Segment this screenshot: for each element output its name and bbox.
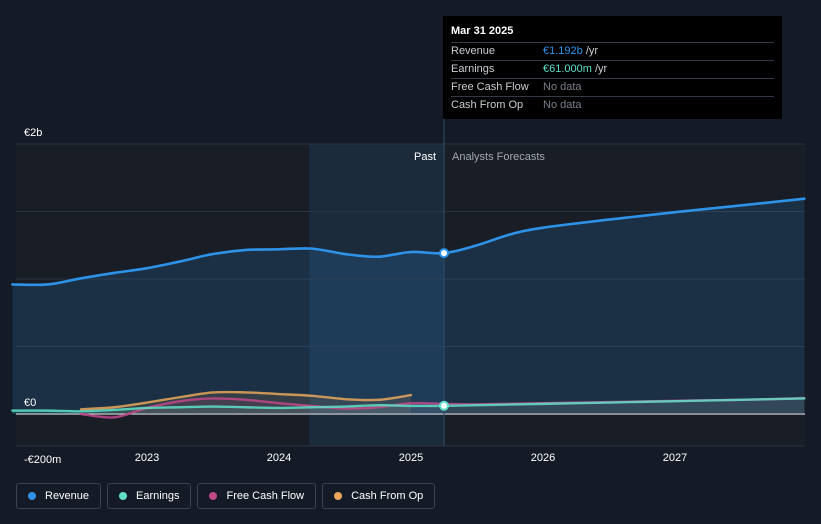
tooltip-value-wrap: €1.192b /yr [543, 43, 598, 60]
tooltip-row-revenue: Revenue €1.192b /yr [451, 42, 774, 60]
tooltip-date: Mar 31 2025 [451, 25, 514, 37]
earnings-line [11, 397, 806, 413]
past-region-band [309, 144, 444, 446]
past-label: Past [414, 151, 436, 163]
free-cash-flow-dot-icon [209, 492, 218, 500]
forecast-label: Analysts Forecasts [452, 151, 545, 163]
legend-item-cash-from-op[interactable]: Cash From Op [322, 483, 436, 509]
tooltip-value: €61.000m [543, 63, 592, 75]
legend-item-revenue[interactable]: Revenue [16, 483, 102, 509]
legend-label: Cash From Op [351, 490, 424, 502]
y-axis-labels: €2b €0 -€200m [24, 127, 61, 466]
x-tick-label: 2026 [531, 452, 555, 464]
highlight-markers [439, 248, 449, 411]
legend-label: Revenue [45, 490, 90, 502]
legend-label: Free Cash Flow [226, 490, 305, 502]
cash-from-op-dot-icon [334, 492, 343, 500]
tooltip-unit: /yr [591, 63, 608, 75]
tooltip-unit: /yr [582, 45, 599, 57]
tooltip-label: Earnings [451, 63, 495, 75]
tooltip-value: No data [543, 99, 582, 111]
revenue-area [12, 198, 805, 414]
legend-item-free-cash-flow[interactable]: Free Cash Flow [197, 483, 317, 509]
tooltip-row-free-cash-flow: Free Cash Flow No data [451, 78, 774, 96]
tooltip-label: Cash From Op [451, 99, 524, 111]
x-tick-label: 2027 [663, 452, 687, 464]
y-tick-label: €0 [24, 397, 36, 409]
tooltip-row-cash-from-op: Cash From Op No data [451, 96, 774, 114]
tooltip: Mar 31 2025 Revenue €1.192b /yr Earnings… [443, 16, 782, 119]
series-lines [11, 197, 806, 419]
legend: Revenue Earnings Free Cash Flow Cash Fro… [16, 483, 436, 511]
tooltip-label: Revenue [451, 45, 496, 57]
cash-from-op-line [79, 390, 413, 411]
earnings-dot-icon [119, 492, 128, 500]
revenue-marker [439, 248, 449, 259]
x-tick-label: 2023 [135, 452, 159, 464]
y-tick-label: €2b [24, 127, 42, 139]
x-axis-labels: 2023 2024 2025 2026 2027 [135, 452, 687, 464]
legend-label: Earnings [136, 490, 180, 502]
legend-item-earnings[interactable]: Earnings [107, 483, 192, 509]
earnings-marker [439, 400, 449, 411]
revenue-line [11, 197, 806, 287]
x-tick-label: 2025 [399, 452, 423, 464]
tooltip-value: No data [543, 81, 582, 93]
x-tick-label: 2024 [267, 452, 291, 464]
tooltip-row-earnings: Earnings €61.000m /yr [451, 60, 774, 78]
tooltip-value-wrap: €61.000m /yr [543, 61, 607, 78]
tooltip-value: €1.192b [543, 45, 583, 57]
y-tick-label: -€200m [24, 454, 61, 466]
tooltip-label: Free Cash Flow [451, 81, 529, 93]
revenue-dot-icon [28, 492, 36, 500]
